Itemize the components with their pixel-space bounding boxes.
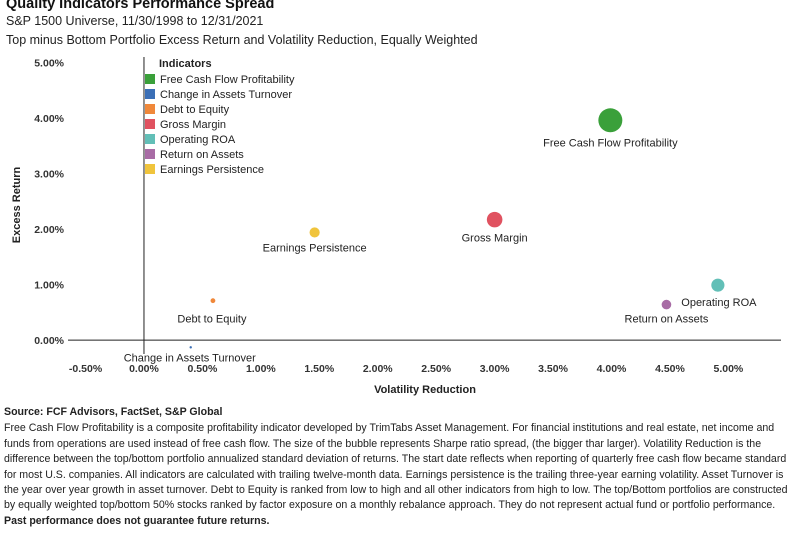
performance-disclaimer: Past performance does not guarantee futu… xyxy=(4,514,270,527)
x-tick-label: 0.00% xyxy=(129,363,159,375)
x-tick-label: 5.00% xyxy=(714,363,744,375)
data-point xyxy=(661,299,672,310)
legend-swatch xyxy=(145,164,155,174)
legend-swatch xyxy=(145,104,155,114)
y-tick-label: 5.00% xyxy=(34,58,64,70)
scatter-chart: 0.00% 1.00% 2.00% 3.00% 4.00% 5.00% -0.50% 0.00… xyxy=(11,57,781,396)
legend-title: Indicators xyxy=(159,58,212,70)
point-label: Free Cash Flow Profitability xyxy=(543,137,678,149)
legend-item: Debt to Equity xyxy=(160,104,230,116)
legend-swatch xyxy=(145,89,155,99)
point-label: Return on Assets xyxy=(625,314,709,326)
legend-swatch xyxy=(145,74,155,84)
x-tick-label: -0.50% xyxy=(69,363,103,375)
legend-item: Earnings Persistence xyxy=(160,164,264,176)
x-tick-label: 2.00% xyxy=(363,363,393,375)
chart-title: Quality Indicators Performance Spread xyxy=(6,0,275,12)
y-tick-label: 3.00% xyxy=(34,169,64,181)
x-tick-label: 2.50% xyxy=(421,363,451,375)
data-point xyxy=(486,211,503,228)
legend-swatch xyxy=(145,149,155,159)
x-tick-label: 4.50% xyxy=(655,363,685,375)
point-label: Debt to Equity xyxy=(177,314,247,326)
legend-item: Operating ROA xyxy=(160,134,236,146)
y-tick-label: 1.00% xyxy=(34,280,64,292)
legend-swatch xyxy=(145,134,155,144)
data-point xyxy=(598,108,623,133)
data-point xyxy=(189,346,192,349)
legend-item: Change in Assets Turnover xyxy=(160,89,292,101)
data-point xyxy=(309,227,320,238)
legend-item: Free Cash Flow Profitability xyxy=(160,74,295,86)
x-axis-title: Volatility Reduction xyxy=(374,384,476,396)
x-tick-label: 1.00% xyxy=(246,363,276,375)
y-tick-label: 0.00% xyxy=(34,335,64,347)
data-point xyxy=(711,278,725,292)
point-label: Gross Margin xyxy=(462,233,528,245)
chart-description: Top minus Bottom Portfolio Excess Return… xyxy=(6,33,478,47)
point-label: Earnings Persistence xyxy=(263,242,367,254)
y-tick-label: 4.00% xyxy=(34,113,64,125)
chart-subtitle: S&P 1500 Universe, 11/30/1998 to 12/31/2… xyxy=(6,14,264,28)
legend-item: Gross Margin xyxy=(160,119,226,131)
methodology-note: Free Cash Flow Profitability is a compos… xyxy=(4,422,788,512)
x-tick-label: 3.50% xyxy=(538,363,568,375)
x-tick-label: 0.50% xyxy=(188,363,218,375)
x-tick-label: 1.50% xyxy=(304,363,334,375)
point-label: Change in Assets Turnover xyxy=(124,352,256,364)
y-axis-title: Excess Return xyxy=(11,167,23,244)
y-tick-label: 2.00% xyxy=(34,224,64,236)
point-label: Operating ROA xyxy=(681,297,757,309)
source-note: Source: FCF Advisors, FactSet, S&P Globa… xyxy=(4,406,223,418)
x-tick-label: 4.00% xyxy=(597,363,627,375)
legend-item: Return on Assets xyxy=(160,149,244,161)
legend-swatch xyxy=(145,119,155,129)
data-point xyxy=(210,298,216,304)
footnote: Source: FCF Advisors, FactSet, S&P Globa… xyxy=(4,405,798,529)
x-tick-label: 3.00% xyxy=(480,363,510,375)
